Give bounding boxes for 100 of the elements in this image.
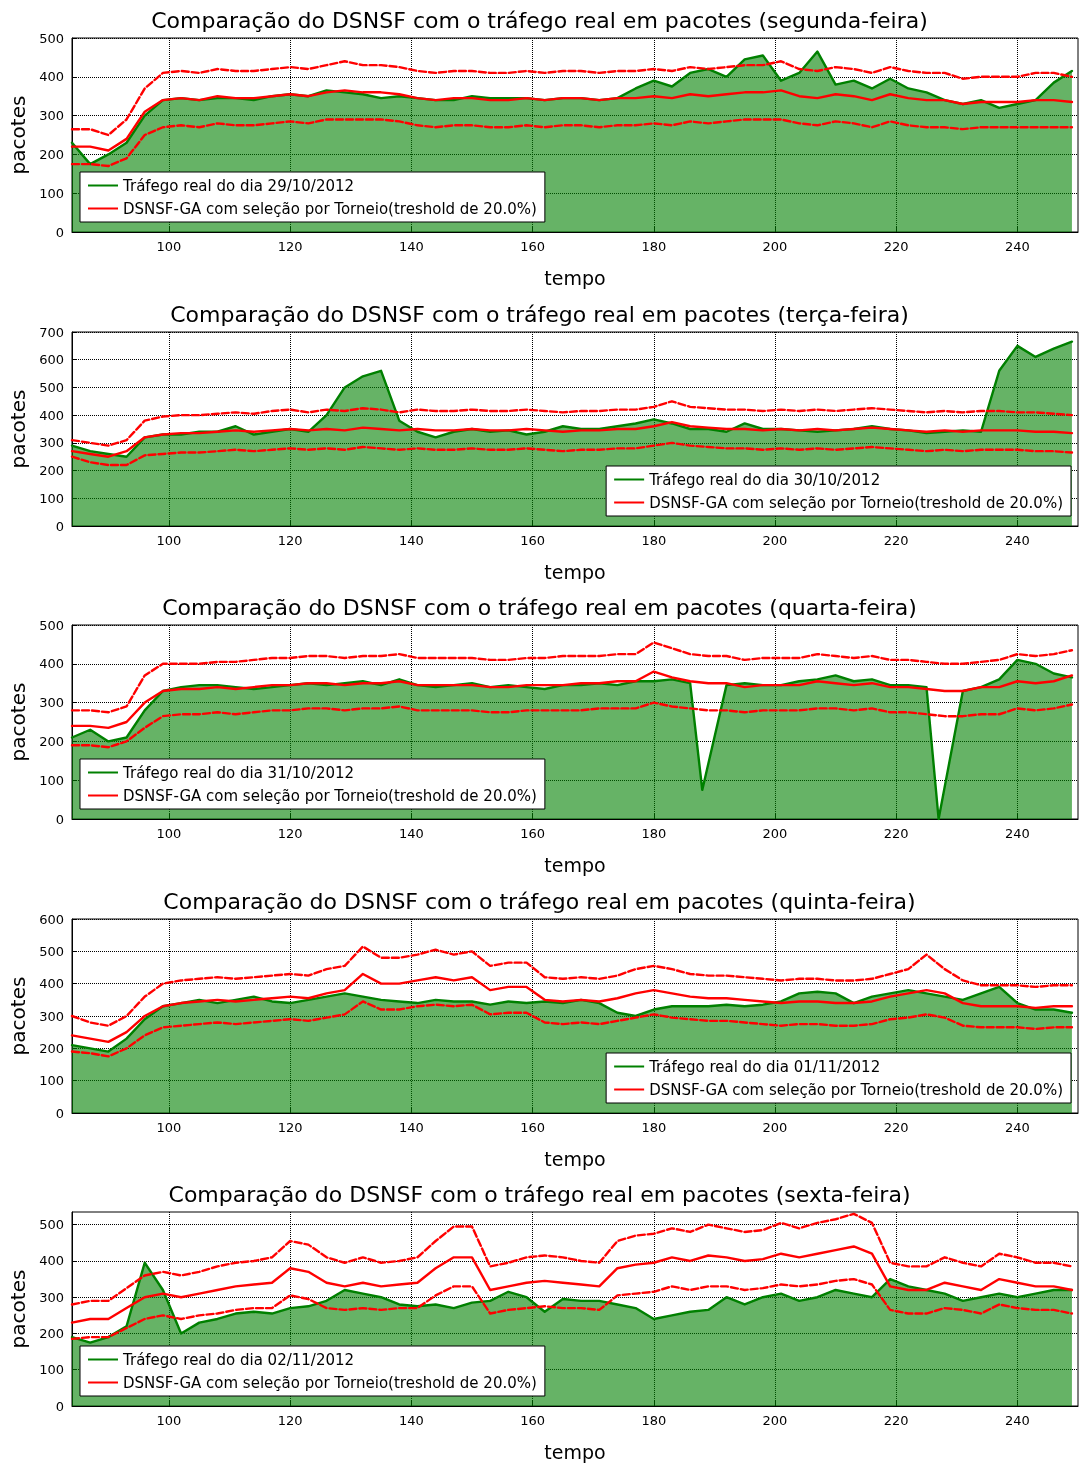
- line-series: [70, 399, 1074, 447]
- line-series: [70, 420, 1074, 458]
- x-tick-label: 100: [156, 239, 182, 254]
- chart-title: Comparação do DSNSF com o tráfego real em pacotes (quarta-feira): [162, 594, 917, 620]
- y-tick-label: 100: [39, 490, 64, 506]
- y-tick-label: 200: [39, 146, 64, 162]
- y-tick-label: 100: [39, 772, 64, 788]
- y-tick-label: 400: [39, 656, 64, 672]
- chart-title: Comparação do DSNSF com o tráfego real em pacotes (segunda-feira): [151, 7, 928, 33]
- y-tick-label: 100: [39, 1072, 64, 1088]
- x-tick-label: 140: [398, 1119, 424, 1135]
- y-tick-label: 200: [39, 1325, 64, 1341]
- x-tick-label: 180: [641, 1119, 667, 1135]
- legend-label: DSNSF-GA com seleção por Torneio(treshold de 20.0%): [123, 786, 537, 805]
- x-tick-label: 100: [156, 532, 182, 548]
- y-tick-label: 300: [39, 434, 64, 450]
- line-series: [70, 1212, 1074, 1306]
- legend-label: DSNSF-GA com seleção por Torneio(treshold de 20.0%): [649, 1080, 1064, 1098]
- legend-label: Tráfego real do dia 31/10/2012: [122, 763, 355, 782]
- x-tick-label: 100: [156, 1119, 182, 1135]
- x-tick-label: 220: [883, 532, 909, 548]
- x-tick-label: 240: [1004, 532, 1030, 548]
- y-tick-label: 100: [39, 185, 64, 201]
- legend-label: Tráfego real do dia 29/10/2012: [122, 176, 355, 195]
- legend-label: Tráfego real do dia 30/10/2012: [648, 470, 881, 488]
- chart-title: Comparação do DSNSF com o tráfego real em pacotes (terça-feira): [170, 301, 909, 326]
- x-axis-title: tempo: [544, 266, 606, 289]
- y-tick-label: 0: [55, 1105, 64, 1120]
- x-tick-label: 240: [1004, 1119, 1030, 1135]
- x-tick-label: 180: [641, 239, 667, 254]
- legend-label: Tráfego real do dia 02/11/2012: [122, 1350, 355, 1369]
- y-axis-title: pacotes: [6, 1269, 30, 1349]
- x-tick-label: 160: [520, 532, 545, 548]
- y-tick-label: 300: [39, 108, 64, 124]
- y-tick-label: 0: [55, 811, 64, 827]
- y-tick-label: 600: [39, 351, 64, 367]
- y-tick-label: 0: [55, 1398, 64, 1414]
- x-tick-label: 100: [156, 826, 182, 841]
- line-series: [70, 641, 1074, 714]
- y-tick-label: 400: [39, 1253, 64, 1269]
- y-tick-label: 400: [39, 407, 64, 423]
- line-series: [70, 441, 1074, 466]
- x-tick-label: 180: [641, 826, 667, 841]
- x-tick-label: 200: [762, 532, 788, 548]
- x-tick-label: 120: [277, 1413, 303, 1428]
- line-series: [70, 972, 1074, 1043]
- y-tick-label: 500: [39, 943, 64, 959]
- x-tick-label: 240: [1004, 1413, 1030, 1428]
- y-tick-label: 0: [55, 518, 64, 533]
- x-tick-label: 160: [520, 239, 545, 254]
- x-tick-label: 200: [762, 239, 788, 254]
- x-tick-label: 220: [883, 826, 909, 841]
- x-tick-label: 180: [641, 1413, 667, 1428]
- chart-title: Comparação do DSNSF com o tráfego real em pacotes (sexta-feira): [168, 1181, 911, 1207]
- x-tick-label: 140: [398, 239, 424, 254]
- legend-label: DSNSF-GA com seleção por Torneio(treshold de 20.0%): [649, 493, 1064, 511]
- line-series: [70, 60, 1074, 137]
- x-tick-label: 240: [1004, 826, 1030, 841]
- line-series: [70, 89, 1074, 152]
- y-tick-label: 400: [39, 69, 64, 85]
- y-axis-title: pacotes: [6, 389, 30, 468]
- x-tick-label: 200: [762, 826, 788, 841]
- legend-label: DSNSF-GA com seleção por Torneio(treshold de 20.0%): [123, 1373, 537, 1392]
- x-tick-label: 140: [398, 826, 424, 841]
- y-tick-label: 300: [39, 1289, 64, 1305]
- x-tick-label: 180: [641, 532, 667, 548]
- y-tick-label: 500: [39, 379, 64, 395]
- x-tick-label: 120: [277, 239, 303, 254]
- legend-label: Tráfego real do dia 01/11/2012: [648, 1057, 881, 1075]
- x-tick-label: 160: [520, 826, 545, 841]
- x-tick-label: 240: [1004, 239, 1030, 254]
- line-series: [70, 999, 1074, 1058]
- y-tick-label: 200: [39, 1040, 64, 1056]
- x-tick-label: 100: [156, 1413, 182, 1428]
- x-tick-label: 120: [277, 1119, 303, 1135]
- line-series: [70, 1277, 1074, 1341]
- y-tick-label: 600: [39, 911, 64, 926]
- y-tick-label: 700: [39, 324, 64, 339]
- y-axis-title: pacotes: [6, 95, 30, 175]
- y-axis-title: pacotes: [6, 976, 30, 1055]
- x-tick-label: 200: [762, 1119, 788, 1135]
- y-axis-title: pacotes: [6, 682, 30, 762]
- y-tick-label: 400: [39, 975, 64, 991]
- line-series: [70, 701, 1074, 749]
- line-series: [70, 1245, 1074, 1324]
- y-tick-label: 500: [39, 617, 64, 633]
- x-tick-label: 200: [762, 1413, 788, 1428]
- x-axis-title: tempo: [544, 853, 606, 876]
- x-tick-label: 120: [277, 532, 303, 548]
- y-tick-label: 0: [55, 224, 64, 240]
- x-tick-label: 220: [883, 1119, 909, 1135]
- line-series: [70, 944, 1074, 1027]
- x-axis-title: tempo: [544, 560, 606, 582]
- x-tick-label: 140: [398, 532, 424, 548]
- chart-title: Comparação do DSNSF com o tráfego real em pacotes (quinta-feira): [163, 888, 916, 913]
- y-tick-label: 500: [39, 1217, 64, 1233]
- y-tick-label: 500: [39, 30, 64, 46]
- legend-label: DSNSF-GA com seleção por Torneio(treshold de 20.0%): [123, 199, 537, 218]
- y-tick-label: 200: [39, 733, 64, 749]
- x-tick-label: 220: [883, 1413, 909, 1428]
